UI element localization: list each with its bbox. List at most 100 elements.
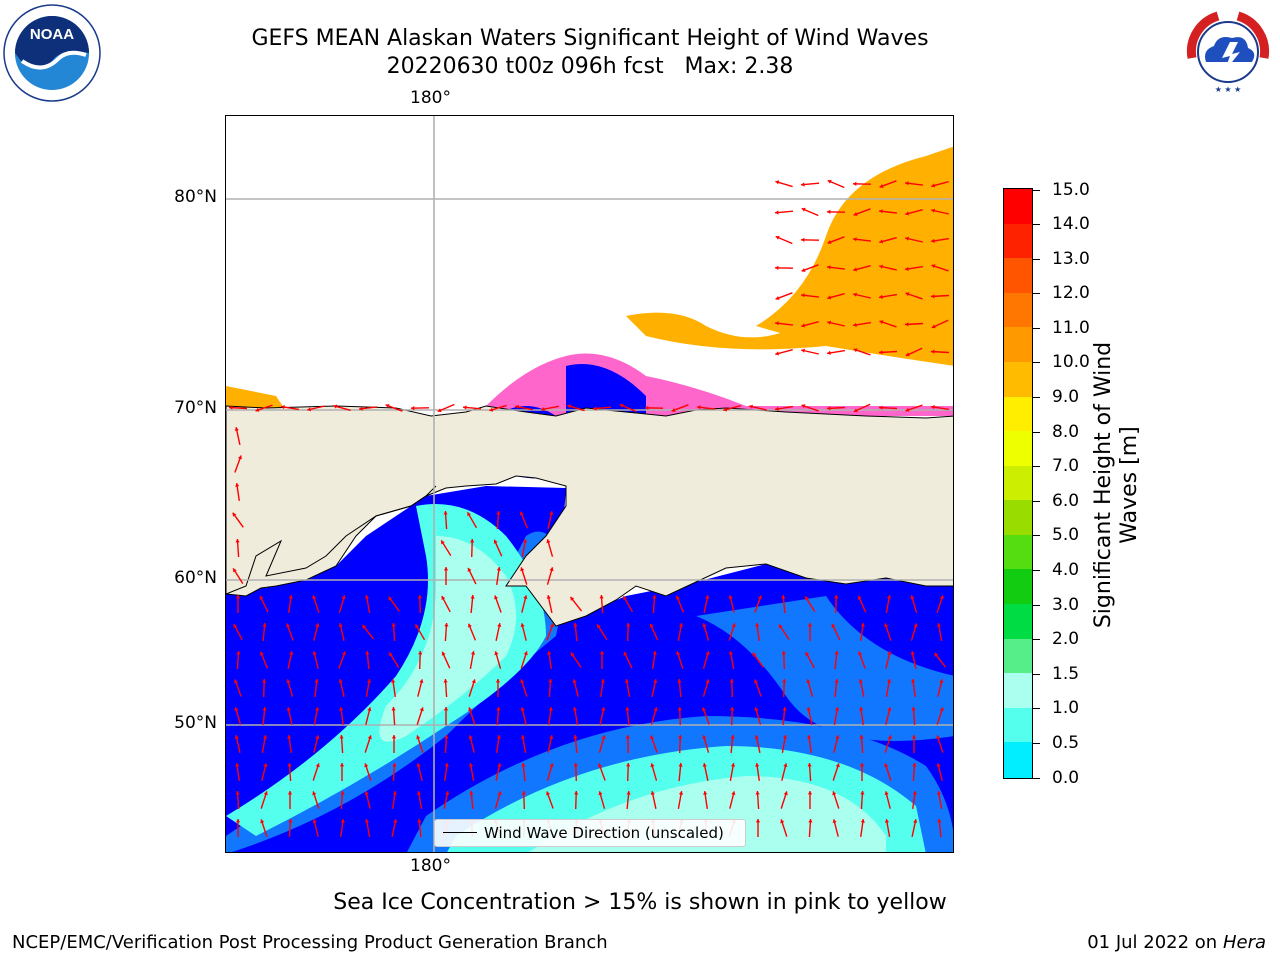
colorbar-tick-label: 1.0 (1052, 698, 1080, 719)
colorbar (1003, 188, 1033, 779)
wave-direction-arrowhead (391, 623, 396, 627)
wave-direction-arrowhead (515, 404, 519, 409)
wave-direction-arrowhead (807, 623, 813, 627)
wave-direction-arrowhead (597, 624, 601, 629)
wave-direction-arrowhead (749, 404, 753, 409)
wave-direction-arrowhead (341, 595, 346, 600)
wave-direction-arrowhead (702, 763, 707, 767)
wave-direction-arrowhead (782, 707, 787, 711)
wave-direction-arrowhead (931, 324, 936, 329)
wave-direction-arrowhead (806, 707, 811, 711)
footnote: Sea Ice Concentration > 15% is shown in … (333, 890, 947, 915)
wave-direction-arrowhead (340, 819, 345, 823)
wave-direction-arrowhead (806, 679, 811, 684)
wave-direction-arrowhead (549, 763, 554, 768)
colorbar-tick-label: 11.0 (1052, 317, 1090, 338)
wave-direction-arrowhead (416, 735, 421, 740)
wave-direction-arrowhead (650, 763, 655, 768)
colorbar-title: Significant Height of Wind Waves [m] (1091, 285, 1143, 685)
wave-direction-arrowhead (624, 679, 630, 683)
wave-direction-arrowhead (939, 595, 944, 600)
colorbar-tick-label: 12.0 (1052, 283, 1090, 304)
wave-direction-arrowhead (234, 679, 239, 684)
wave-direction-arrowhead (879, 209, 883, 214)
colorbar-title-line1: Significant Height of Wind (1091, 341, 1116, 629)
wave-direction-arrowhead (911, 735, 917, 739)
wave-direction-arrowhead (808, 819, 813, 823)
wave-direction-arrowhead (652, 595, 657, 599)
colorbar-title-line2: Waves [m] (1117, 426, 1142, 544)
wave-direction-arrowhead (801, 182, 805, 187)
wave-direction-arrowhead (411, 406, 415, 411)
wave-direction-arrowhead (286, 679, 291, 684)
wave-direction-arrowhead (805, 596, 809, 601)
wave-direction-arrowhead (650, 791, 655, 795)
wave-direction-arrowhead (801, 404, 806, 409)
wave-direction-arrowhead (523, 651, 528, 656)
wave-direction-arrowhead (857, 595, 862, 600)
wave-direction-arrowhead (860, 623, 865, 627)
wave-direction-arrowhead (520, 707, 525, 712)
wave-direction-arrowhead (729, 679, 734, 683)
wave-direction-arrowhead (671, 408, 676, 412)
legend-line-sample (443, 832, 477, 833)
wave-direction-arrowhead (801, 293, 805, 298)
wave-direction-arrowhead (598, 763, 603, 768)
wave-direction-arrowhead (702, 707, 707, 712)
wave-direction-arrowhead (936, 623, 942, 627)
wave-direction-arrowhead (548, 679, 553, 683)
colorbar-tick-mark (1033, 327, 1040, 329)
wave-direction-arrowhead (574, 791, 579, 795)
wave-direction-arrowhead (931, 349, 935, 354)
wave-direction-arrowhead (573, 735, 578, 739)
wave-direction-arrowhead (832, 819, 837, 824)
wave-direction-arrowhead (619, 403, 624, 408)
wave-direction-arrowhead (879, 350, 883, 355)
wave-direction-arrowhead (853, 267, 858, 272)
wave-direction-arrowhead (834, 595, 839, 599)
colorbar-tick-label: 9.0 (1052, 387, 1080, 407)
wave-direction-arrowhead (827, 295, 832, 300)
noaa-logo-text: NOAA (30, 26, 74, 43)
wave-direction-arrowhead (912, 791, 917, 795)
wave-direction-arrowhead (731, 791, 736, 796)
wave-direction-arrowhead (546, 595, 551, 599)
wave-direction-arrowhead (723, 407, 728, 412)
wave-direction-arrowhead (523, 595, 528, 600)
wave-direction-arrowhead (263, 763, 268, 768)
wave-direction-arrowhead (339, 735, 344, 739)
wave-direction-arrowhead (391, 707, 396, 711)
wave-direction-arrowhead (905, 181, 909, 186)
wave-direction-arrowhead (912, 763, 917, 767)
colorbar-segment (1004, 604, 1032, 640)
wave-direction-arrowhead (678, 791, 684, 795)
wave-direction-arrowhead (831, 623, 836, 628)
wave-direction-arrowhead (572, 707, 578, 711)
wave-direction-arrowhead (494, 651, 499, 656)
wave-direction-arrowhead (494, 595, 499, 600)
wave-direction-arrowhead (801, 348, 805, 353)
wave-direction-arrowhead (626, 791, 631, 795)
wave-direction-arrowhead (549, 511, 554, 515)
wave-direction-arrowhead (705, 651, 710, 656)
wave-direction-arrowhead (834, 679, 839, 683)
wave-direction-arrowhead (755, 623, 760, 627)
wave-direction-arrowhead (625, 735, 630, 739)
wave-direction-arrowhead (626, 623, 631, 627)
wave-direction-arrowhead (365, 651, 370, 655)
wave-direction-arrowhead (262, 735, 268, 739)
wave-direction-arrowhead (807, 791, 813, 795)
ice-field-arctic (756, 146, 953, 366)
colorbar-segment (1004, 707, 1032, 743)
wave-direction-arrowhead (233, 624, 238, 628)
wave-direction-arrowhead (678, 735, 683, 739)
wave-direction-arrowhead (807, 735, 812, 739)
colorbar-tick-mark (1033, 500, 1040, 502)
wave-direction-arrowhead (364, 595, 370, 599)
wave-direction-arrowhead (775, 180, 780, 185)
map-panel[interactable] (225, 115, 954, 853)
colorbar-segment (1004, 500, 1032, 536)
colorbar-tick-mark (1033, 639, 1040, 641)
wave-direction-arrowhead (905, 407, 910, 412)
wave-direction-arrowhead (752, 652, 757, 657)
